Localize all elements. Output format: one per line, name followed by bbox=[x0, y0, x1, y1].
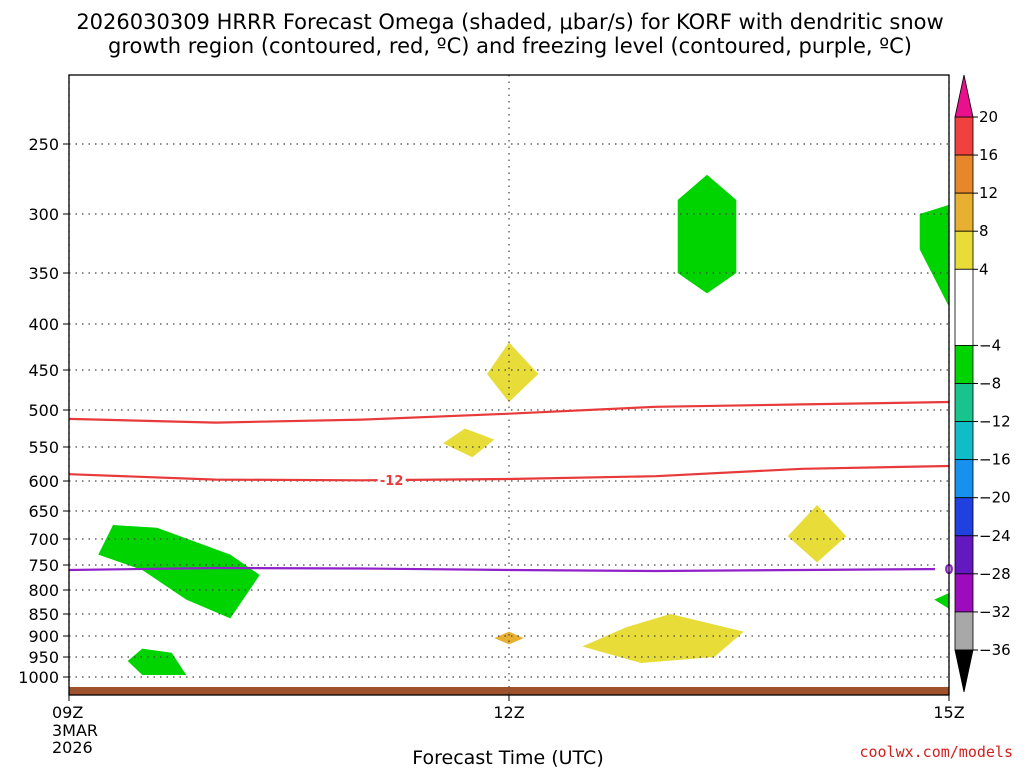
colorbar-tick-label: 16 bbox=[979, 146, 998, 164]
y-tick-label: 400 bbox=[28, 315, 59, 334]
colorbar-band bbox=[954, 230, 974, 270]
colorbar-band bbox=[954, 268, 974, 346]
x-tick-label: 15Z bbox=[933, 703, 964, 722]
omega-region bbox=[443, 428, 495, 458]
omega-region bbox=[934, 593, 949, 609]
colorbar-tick-label: 8 bbox=[979, 222, 989, 240]
colorbar-tick-label: −36 bbox=[979, 641, 1011, 659]
colorbar-band bbox=[954, 345, 974, 384]
colorbar-band bbox=[954, 421, 974, 461]
colorbar-tick-label: 12 bbox=[979, 184, 998, 202]
chart-title-line-1: 2026030309 HRRR Forecast Omega (shaded, … bbox=[76, 10, 943, 34]
colorbar-band bbox=[954, 116, 974, 156]
colorbar-band bbox=[954, 192, 974, 232]
colorbar-band bbox=[954, 611, 974, 651]
chart-title-line-2: growth region (contoured, red, ºC) and f… bbox=[108, 34, 912, 58]
colorbar-tick-label: −12 bbox=[979, 413, 1011, 431]
colorbar: 20 16 12 8 4 −4 −8 −12 −16 −20 −24 −28 −32 −36 bbox=[954, 74, 1011, 693]
colorbar-band bbox=[954, 573, 974, 613]
colorbar-band bbox=[954, 154, 974, 194]
colorbar-tick-label: 4 bbox=[979, 260, 989, 278]
site-credit: coolwx.com/models bbox=[859, 743, 1013, 761]
y-tick-label: 700 bbox=[28, 530, 59, 549]
colorbar-band bbox=[954, 497, 974, 537]
contour-label-background bbox=[377, 472, 406, 489]
y-tick-label: 500 bbox=[28, 401, 59, 420]
x-axis: 09Z3MAR202612Z15Z18Z21Z00Z4MAR03Z bbox=[52, 695, 965, 757]
colorbar-band bbox=[954, 535, 974, 575]
x-tick-label: 09Z bbox=[52, 703, 83, 722]
colorbar-top-arrow bbox=[954, 74, 974, 118]
y-tick-label: 250 bbox=[28, 135, 59, 154]
isotherm-line bbox=[69, 400, 949, 424]
x-axis-label: Forecast Time (UTC) bbox=[412, 747, 603, 768]
colorbar-tick-label: 20 bbox=[979, 108, 998, 126]
y-tick-label: 350 bbox=[28, 264, 59, 283]
isotherm-line bbox=[69, 566, 949, 573]
y-tick-label: 950 bbox=[28, 648, 59, 667]
y-tick-label: 600 bbox=[28, 472, 59, 491]
colorbar-band bbox=[954, 459, 974, 499]
omega-region bbox=[787, 505, 847, 563]
x-tick-label: 12Z bbox=[493, 703, 524, 722]
isotherm-line bbox=[69, 464, 949, 482]
y-tick-label: 750 bbox=[28, 556, 59, 575]
y-tick-label: 550 bbox=[28, 438, 59, 457]
colorbar-tick-label: −32 bbox=[979, 603, 1011, 621]
y-tick-label: 650 bbox=[28, 502, 59, 521]
omega-region bbox=[127, 648, 187, 675]
ground-surface-bar bbox=[69, 687, 949, 695]
omega-shading-layer bbox=[98, 174, 949, 675]
y-axis: 250 300 350 400 450 500 550 600 650 700 750 800 850 9… bbox=[18, 135, 69, 687]
omega-region bbox=[494, 631, 524, 645]
contour-label: -12 bbox=[380, 474, 404, 489]
isotherm-layer bbox=[69, 400, 949, 573]
colorbar-bottom-arrow bbox=[954, 649, 974, 693]
x-tick-year-label: 2026 bbox=[52, 738, 93, 757]
colorbar-tick-label: −16 bbox=[979, 451, 1011, 469]
omega-region bbox=[677, 174, 737, 294]
y-tick-label: 300 bbox=[28, 205, 59, 224]
x-tick-date-label: 3MAR bbox=[52, 721, 98, 740]
omega-region bbox=[919, 204, 949, 307]
colorbar-tick-label: −8 bbox=[979, 375, 1001, 393]
colorbar-tick-label: −20 bbox=[979, 489, 1011, 507]
y-tick-label: 900 bbox=[28, 627, 59, 646]
y-tick-label: 850 bbox=[28, 605, 59, 624]
omega-region bbox=[98, 525, 260, 619]
omega-region bbox=[487, 342, 539, 402]
omega-region bbox=[582, 614, 744, 663]
y-tick-label: 450 bbox=[28, 361, 59, 380]
y-tick-label: 800 bbox=[28, 581, 59, 600]
colorbar-tick-label: −28 bbox=[979, 565, 1011, 583]
colorbar-band bbox=[954, 383, 974, 422]
y-tick-label: 1000 bbox=[18, 668, 59, 687]
colorbar-tick-label: −4 bbox=[979, 336, 1001, 354]
colorbar-tick-label: −24 bbox=[979, 527, 1011, 545]
